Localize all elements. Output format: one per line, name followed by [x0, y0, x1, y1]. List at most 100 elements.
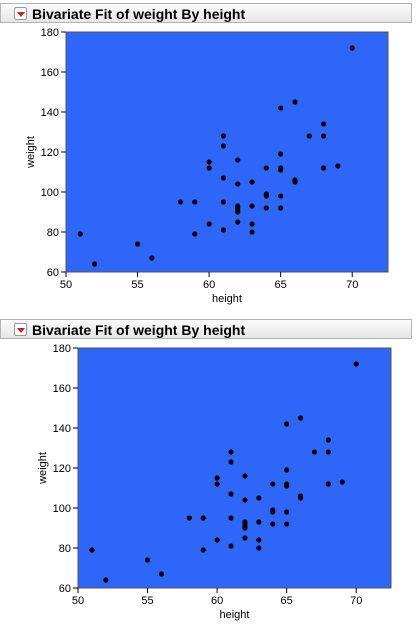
data-point[interactable] — [206, 159, 212, 165]
data-point[interactable] — [284, 421, 290, 427]
data-point[interactable] — [270, 481, 276, 487]
report-header[interactable]: Bivariate Fit of weight By height — [0, 3, 412, 23]
data-point[interactable] — [297, 495, 304, 501]
x-tick-label: 55 — [131, 279, 143, 291]
data-point[interactable] — [134, 241, 141, 247]
data-point[interactable] — [263, 193, 269, 199]
data-point[interactable] — [278, 151, 284, 157]
data-point[interactable] — [144, 557, 151, 563]
data-point[interactable] — [206, 165, 212, 171]
data-point[interactable] — [321, 133, 327, 139]
data-point[interactable] — [339, 479, 345, 485]
data-point[interactable] — [242, 497, 248, 503]
red-triangle-menu-icon[interactable] — [14, 7, 27, 20]
data-point[interactable] — [92, 261, 98, 267]
red-triangle-menu-icon[interactable] — [14, 323, 27, 336]
y-tick-label: 140 — [53, 423, 71, 435]
data-point[interactable] — [77, 231, 83, 237]
data-point[interactable] — [297, 415, 304, 421]
data-point[interactable] — [177, 199, 184, 205]
x-tick-label: 55 — [141, 595, 153, 607]
x-tick-label: 70 — [346, 279, 358, 291]
data-point[interactable] — [206, 221, 212, 227]
report-header[interactable]: Bivariate Fit of weight By height — [0, 319, 412, 339]
data-point[interactable] — [103, 577, 109, 583]
data-point[interactable] — [228, 459, 234, 465]
data-point[interactable] — [235, 209, 241, 215]
data-point[interactable] — [214, 475, 220, 481]
y-axis-title: weight — [25, 136, 37, 169]
data-point[interactable] — [256, 545, 262, 551]
data-point[interactable] — [89, 547, 95, 553]
data-point[interactable] — [249, 229, 255, 235]
data-point[interactable] — [284, 509, 290, 515]
data-point[interactable] — [270, 521, 276, 527]
data-point[interactable] — [321, 121, 327, 127]
data-point[interactable] — [321, 165, 327, 171]
data-point[interactable] — [242, 525, 248, 531]
data-point[interactable] — [284, 521, 290, 527]
data-point[interactable] — [292, 99, 298, 105]
x-tick-label: 70 — [350, 595, 362, 607]
data-point[interactable] — [263, 205, 269, 211]
data-point[interactable] — [256, 495, 262, 501]
x-tick-label: 50 — [60, 279, 72, 291]
data-point[interactable] — [278, 167, 284, 173]
data-point[interactable] — [292, 179, 298, 185]
data-point[interactable] — [325, 481, 331, 487]
data-point[interactable] — [335, 163, 341, 169]
x-tick-label: 60 — [211, 595, 223, 607]
data-point[interactable] — [263, 165, 269, 171]
data-point[interactable] — [192, 231, 198, 237]
data-point[interactable] — [242, 519, 248, 525]
y-tick-label: 80 — [59, 543, 71, 555]
y-tick-label: 180 — [41, 27, 59, 39]
data-point[interactable] — [284, 467, 290, 473]
data-point[interactable] — [228, 491, 234, 497]
data-point[interactable] — [220, 143, 227, 149]
data-point[interactable] — [200, 547, 206, 553]
data-point[interactable] — [278, 105, 284, 111]
data-point[interactable] — [278, 193, 284, 199]
y-tick-label: 180 — [53, 343, 71, 355]
data-point[interactable] — [311, 449, 318, 455]
data-point[interactable] — [235, 181, 241, 187]
data-point[interactable] — [220, 227, 227, 233]
x-tick-label: 60 — [203, 279, 215, 291]
data-point[interactable] — [235, 203, 241, 209]
data-point[interactable] — [235, 219, 241, 225]
data-point[interactable] — [192, 199, 198, 205]
data-point[interactable] — [249, 221, 255, 227]
data-point[interactable] — [256, 537, 262, 543]
data-point[interactable] — [249, 203, 255, 209]
data-point[interactable] — [220, 133, 227, 139]
data-point[interactable] — [325, 437, 331, 443]
data-point[interactable] — [228, 449, 234, 455]
y-tick-label: 120 — [53, 463, 71, 475]
data-point[interactable] — [249, 179, 255, 185]
data-point[interactable] — [278, 205, 284, 211]
data-point[interactable] — [306, 133, 312, 139]
data-point[interactable] — [200, 515, 206, 521]
data-point[interactable] — [214, 537, 220, 543]
data-point[interactable] — [242, 473, 248, 479]
data-point[interactable] — [214, 481, 220, 487]
data-point[interactable] — [228, 515, 234, 521]
data-point[interactable] — [325, 449, 331, 455]
data-point[interactable] — [284, 483, 290, 489]
data-point[interactable] — [235, 157, 241, 163]
data-point[interactable] — [149, 255, 155, 261]
data-point[interactable] — [228, 543, 234, 549]
y-tick-label: 80 — [47, 227, 59, 239]
data-point[interactable] — [349, 45, 355, 51]
y-tick-label: 100 — [53, 503, 71, 515]
data-point[interactable] — [158, 571, 165, 577]
data-point[interactable] — [270, 509, 276, 515]
data-point[interactable] — [220, 175, 227, 181]
data-point[interactable] — [256, 519, 262, 525]
data-point[interactable] — [242, 535, 248, 541]
x-axis-title: height — [220, 609, 250, 621]
data-point[interactable] — [353, 361, 359, 367]
data-point[interactable] — [186, 515, 192, 521]
data-point[interactable] — [220, 199, 227, 205]
